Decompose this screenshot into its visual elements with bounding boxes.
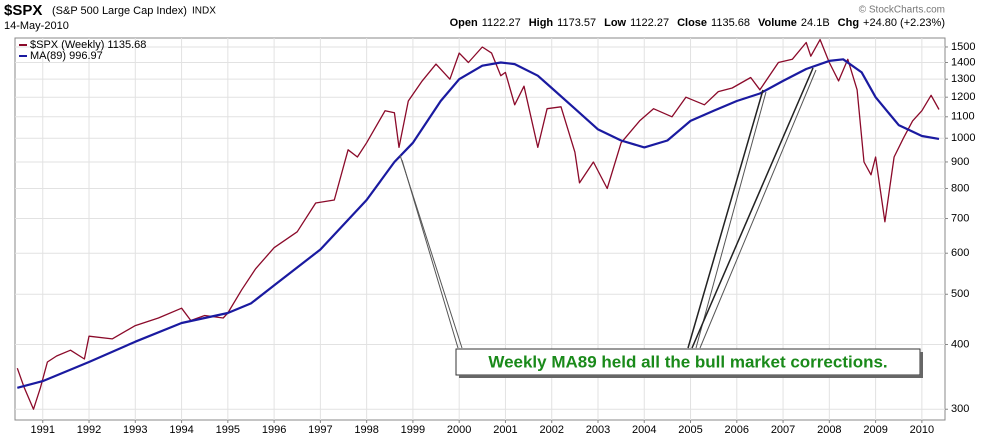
x-tick-label: 2001 — [493, 424, 517, 436]
quote-value: 1122.27 — [482, 17, 521, 29]
y-tick-label: 1200 — [951, 91, 975, 103]
y-tick-label: 1100 — [951, 111, 975, 123]
x-tick-label: 2000 — [447, 424, 471, 436]
series-line — [16, 38, 940, 410]
arrow — [699, 69, 817, 349]
annotation-shadow — [920, 352, 923, 378]
x-tick-label: 1998 — [354, 424, 378, 436]
x-tick-label: 2009 — [863, 424, 887, 436]
y-tick-label: 1500 — [951, 41, 975, 53]
quote-value: +24.80 (+2.23%) — [863, 17, 945, 29]
quote-label: High — [529, 17, 554, 29]
x-tick-label: 1997 — [308, 424, 332, 436]
series-line — [17, 58, 940, 389]
x-tick-label: 2006 — [725, 424, 749, 436]
x-tick-label: 2005 — [678, 424, 702, 436]
y-tick-label: 300 — [951, 403, 969, 415]
grid — [15, 38, 945, 420]
chart-title: $SPX — [4, 2, 42, 19]
y-tick-label: 500 — [951, 288, 969, 300]
x-tick-label: 2007 — [771, 424, 795, 436]
x-tick-label: 1995 — [216, 424, 240, 436]
arrow — [691, 67, 814, 349]
y-tick-label: 1400 — [951, 56, 975, 68]
lines — [16, 38, 940, 410]
x-tick-label: 2008 — [817, 424, 841, 436]
y-tick-label: 900 — [951, 156, 969, 168]
quote-label: Open — [450, 17, 478, 29]
quote-value: 1122.27 — [630, 17, 669, 29]
x-tick-label: 1996 — [262, 424, 286, 436]
date: 14-May-2010 — [4, 20, 69, 32]
y-tick-label: 600 — [951, 247, 969, 259]
quote-label: Volume — [758, 17, 797, 29]
quote-value: 1173.57 — [557, 17, 596, 29]
x-tick-label: 2010 — [910, 424, 934, 436]
annotation: Weekly MA89 held all the bull market cor… — [488, 352, 887, 371]
y-tick-label: 400 — [951, 338, 969, 350]
y-tick-label: 1300 — [951, 73, 975, 85]
arrow — [695, 91, 767, 349]
y-tick-label: 1000 — [951, 132, 975, 144]
x-tick-label: 1991 — [31, 424, 55, 436]
x-tick-label: 1993 — [123, 424, 147, 436]
quote-value: 1135.68 — [711, 17, 750, 29]
legend-label: MA(89) 996.97 — [30, 50, 103, 62]
watermark: © StockCharts.com — [859, 5, 945, 16]
y-tick-label: 700 — [951, 212, 969, 224]
x-tick-label: 2004 — [632, 424, 656, 436]
quote-value: 24.1B — [801, 17, 830, 29]
annotation-arrows — [399, 67, 817, 349]
legend-label: $SPX (Weekly) 1135.68 — [30, 39, 146, 51]
x-tick-label: 1992 — [77, 424, 101, 436]
chart-subtitle: (S&P 500 Large Cap Index) — [52, 5, 187, 17]
annotation-box — [455, 348, 921, 376]
x-tick-label: 1999 — [401, 424, 425, 436]
arrow — [401, 159, 459, 349]
y-tick-label: 800 — [951, 182, 969, 194]
annotation-shadow — [459, 375, 923, 378]
x-tick-label: 1994 — [169, 424, 193, 436]
quote-label: Low — [604, 17, 626, 29]
exchange: INDX — [192, 6, 216, 17]
quote-label: Chg — [838, 17, 859, 29]
x-tick-label: 2002 — [539, 424, 563, 436]
arrow — [687, 89, 764, 349]
x-tick-label: 2003 — [586, 424, 610, 436]
quote-label: Close — [677, 17, 707, 29]
quote: Open 1122.27 High 1173.57 Low 1122.27 Close 113… — [450, 17, 945, 29]
